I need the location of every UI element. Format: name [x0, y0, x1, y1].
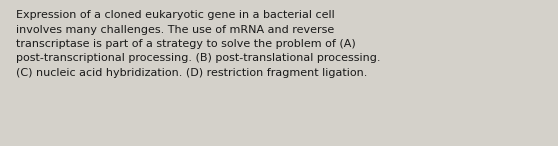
Text: Expression of a cloned eukaryotic gene in a bacterial cell
involves many challen: Expression of a cloned eukaryotic gene i…	[16, 10, 380, 78]
